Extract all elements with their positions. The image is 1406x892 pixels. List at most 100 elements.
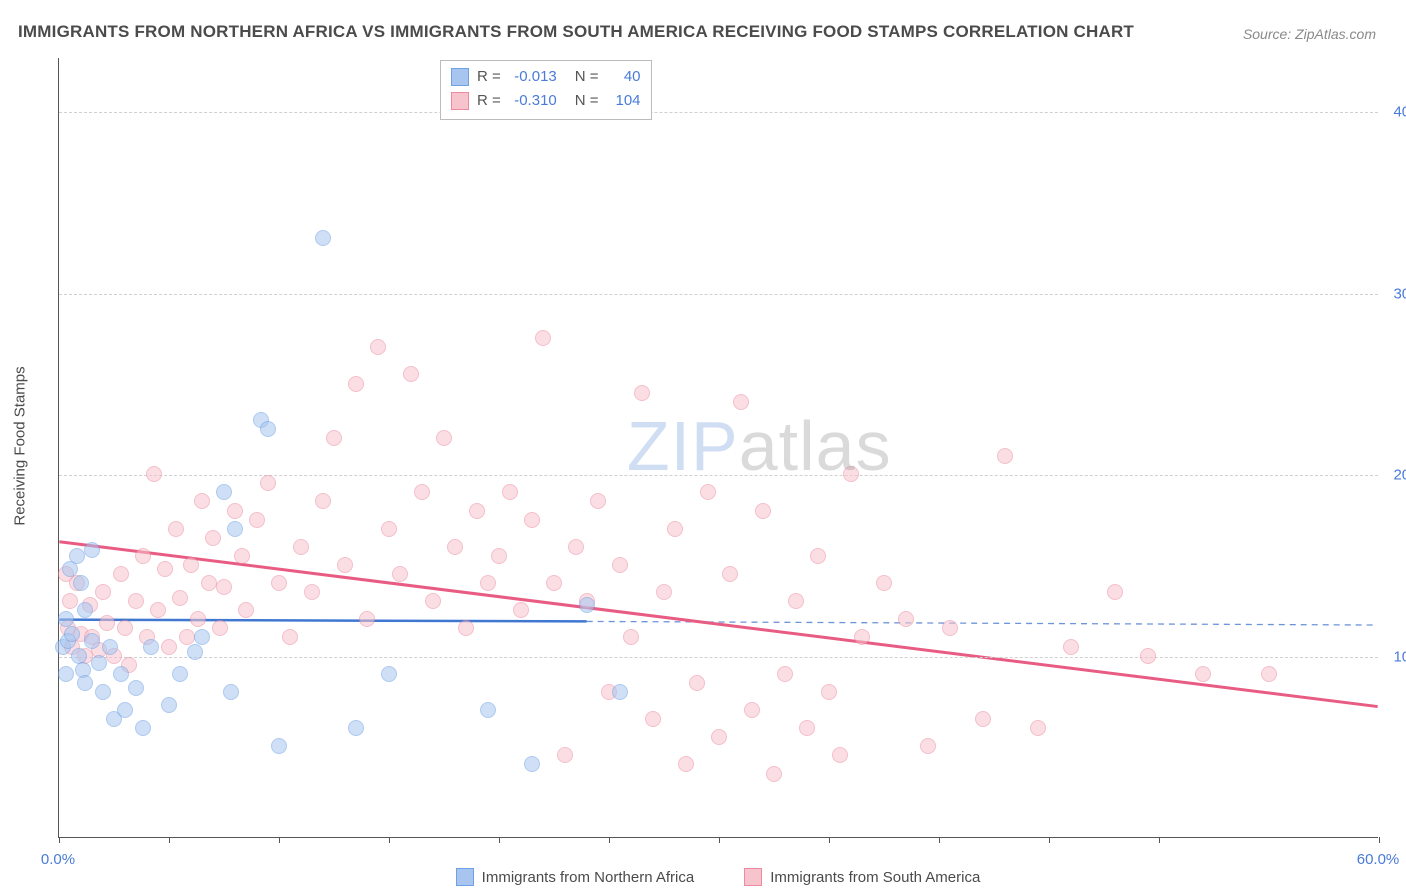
scatter-point [403,366,419,382]
gridline [59,294,1378,295]
scatter-point [238,602,254,618]
scatter-point [810,548,826,564]
scatter-point [146,466,162,482]
scatter-point [469,503,485,519]
r-label: R = [477,65,501,89]
scatter-point [117,620,133,636]
scatter-point [678,756,694,772]
scatter-point [876,575,892,591]
scatter-point [568,539,584,555]
scatter-point [58,666,74,682]
x-tick [829,837,830,843]
y-tick-label: 30.0% [1386,285,1406,302]
scatter-point [293,539,309,555]
x-tick [59,837,60,843]
scatter-point [77,602,93,618]
x-tick [389,837,390,843]
y-tick-label: 20.0% [1386,467,1406,484]
legend-swatch [451,68,469,86]
scatter-point [326,430,342,446]
scatter-point [755,503,771,519]
legend-swatch [456,868,474,886]
x-tick [169,837,170,843]
scatter-point [1107,584,1123,600]
scatter-point [84,542,100,558]
scatter-point [733,394,749,410]
scatter-point [799,720,815,736]
chart-title: IMMIGRANTS FROM NORTHERN AFRICA VS IMMIG… [18,22,1134,42]
scatter-point [99,615,115,631]
scatter-point [260,475,276,491]
x-tick [499,837,500,843]
trend-line [587,621,1378,625]
x-tick-label: 60.0% [1357,851,1400,868]
scatter-point [64,626,80,642]
scatter-point [458,620,474,636]
n-label: N = [575,65,599,89]
scatter-point [73,575,89,591]
trend-lines-layer [59,58,1378,837]
scatter-point [69,548,85,564]
scatter-point [414,484,430,500]
scatter-point [150,602,166,618]
n-value: 40 [607,65,641,89]
scatter-point [271,738,287,754]
gridline [59,112,1378,113]
r-value: -0.013 [509,65,557,89]
scatter-point [128,593,144,609]
scatter-point [168,521,184,537]
scatter-point [612,557,628,573]
scatter-point [135,720,151,736]
scatter-point [975,711,991,727]
scatter-point [62,593,78,609]
scatter-point [157,561,173,577]
scatter-point [102,639,118,655]
scatter-point [667,521,683,537]
scatter-point [513,602,529,618]
y-tick-label: 40.0% [1386,104,1406,121]
scatter-point [135,548,151,564]
scatter-point [95,684,111,700]
scatter-point [480,575,496,591]
scatter-point [491,548,507,564]
scatter-point [480,702,496,718]
scatter-point [1195,666,1211,682]
scatter-point [590,493,606,509]
scatter-point [1030,720,1046,736]
scatter-point [535,330,551,346]
scatter-point [348,720,364,736]
scatter-point [216,484,232,500]
x-tick [1159,837,1160,843]
scatter-point [113,566,129,582]
trend-line [59,542,1377,707]
x-tick-label: 0.0% [41,851,75,868]
series-legend-item: Immigrants from South America [744,868,980,886]
scatter-point [425,593,441,609]
scatter-point [447,539,463,555]
x-tick [719,837,720,843]
series-legend: Immigrants from Northern AfricaImmigrant… [58,868,1378,886]
n-label: N = [575,89,599,113]
scatter-point [392,566,408,582]
scatter-point [502,484,518,500]
legend-swatch [451,92,469,110]
scatter-point [348,376,364,392]
x-tick [939,837,940,843]
scatter-point [113,666,129,682]
gridline [59,657,1378,658]
scatter-point [1261,666,1277,682]
scatter-point [143,639,159,655]
scatter-point [315,230,331,246]
scatter-point [117,702,133,718]
scatter-point [183,557,199,573]
scatter-point [689,675,705,691]
scatter-point [381,666,397,682]
scatter-point [997,448,1013,464]
scatter-point [172,666,188,682]
scatter-point [1063,639,1079,655]
scatter-point [557,747,573,763]
scatter-point [612,684,628,700]
scatter-point [161,697,177,713]
scatter-point [381,521,397,537]
scatter-point [623,629,639,645]
